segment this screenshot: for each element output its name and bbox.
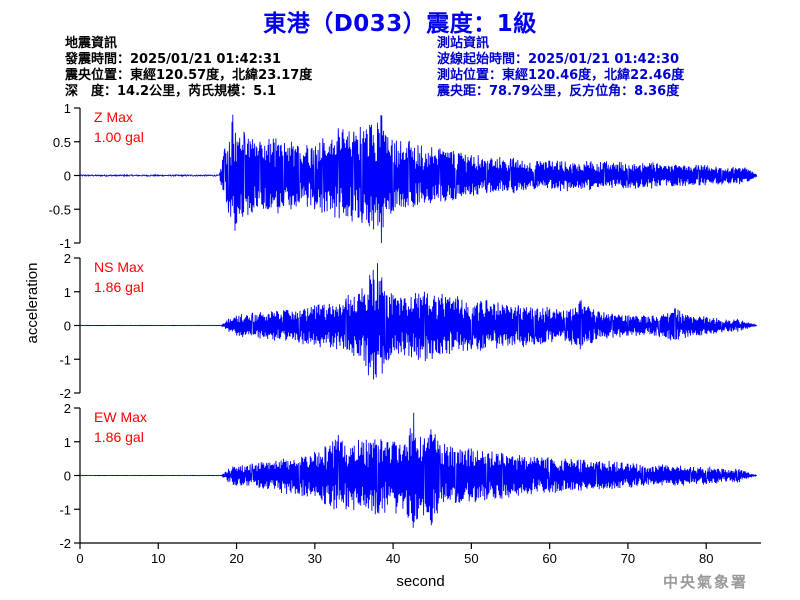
ns-y-tick-label: -1	[59, 352, 71, 367]
ew-max-value: 1.86 gal	[94, 429, 144, 445]
ns-y-tick-label: 0	[64, 319, 71, 334]
ew-max-label: EW Max	[94, 409, 147, 425]
x-tick-label: 70	[621, 551, 635, 566]
trace-layer	[79, 114, 758, 528]
z-waveform	[79, 114, 758, 244]
agency-watermark: 中央氣象署	[662, 573, 748, 591]
ew-y-tick-label: -1	[59, 502, 71, 517]
ns-y-tick-label: 1	[64, 285, 71, 300]
x-tick-label: 30	[308, 551, 322, 566]
ns-y-tick-label: 2	[64, 251, 71, 266]
ew-y-tick-label: 2	[64, 401, 71, 416]
x-tick-label: 10	[151, 551, 165, 566]
x-tick-label: 80	[699, 551, 713, 566]
ew-y-tick-label: -2	[59, 536, 71, 551]
station-info-panel: 測站資訊 波線起始時間：2025/01/21 01:42:30 測站位置：東經1…	[437, 36, 684, 100]
ew-waveform	[79, 412, 757, 528]
x-tick-label: 40	[386, 551, 400, 566]
x-tick-label: 0	[76, 551, 83, 566]
ew-y-tick-label: 0	[64, 469, 71, 484]
z-y-tick-label: 0	[64, 169, 71, 184]
quake-info-heading: 地震資訊	[65, 36, 118, 51]
z-y-tick-label: -0.5	[49, 202, 71, 217]
page-title: 東港（D033）震度：1級	[263, 11, 537, 37]
ew-y-tick-label: 1	[64, 435, 71, 450]
station-info-heading: 測站資訊	[437, 36, 490, 51]
x-tick-label: 20	[229, 551, 243, 566]
ns-waveform	[80, 263, 757, 380]
station-location: 測站位置：東經120.46度，北緯22.46度	[437, 68, 685, 83]
ns-max-label: NS Max	[94, 259, 144, 275]
quake-info-panel: 地震資訊 發震時間：2025/01/21 01:42:31 震央位置：東經120…	[65, 36, 312, 100]
x-axis-title: second	[396, 573, 444, 590]
wave-start-time: 波線起始時間：2025/01/21 01:42:30	[437, 52, 680, 67]
depth-magnitude: 深 度：14.2公里，芮氏規模：5.1	[65, 84, 277, 99]
x-tick-label: 60	[542, 551, 556, 566]
origin-time: 發震時間：2025/01/21 01:42:31	[65, 52, 282, 67]
z-y-tick-label: 0.5	[53, 135, 71, 150]
epicenter-location: 震央位置：東經120.57度，北緯23.17度	[65, 68, 313, 83]
z-max-value: 1.00 gal	[94, 129, 144, 145]
x-tick-label: 50	[464, 551, 478, 566]
z-max-label: Z Max	[94, 109, 133, 125]
z-y-tick-label: -1	[59, 236, 71, 251]
ns-max-value: 1.86 gal	[94, 279, 144, 295]
z-y-tick-label: 1	[64, 101, 71, 116]
distance-azimuth: 震央距：78.79公里，反方位角：8.36度	[437, 84, 680, 99]
ns-y-tick-label: -2	[59, 386, 71, 401]
y-axis-title: acceleration	[24, 263, 41, 344]
